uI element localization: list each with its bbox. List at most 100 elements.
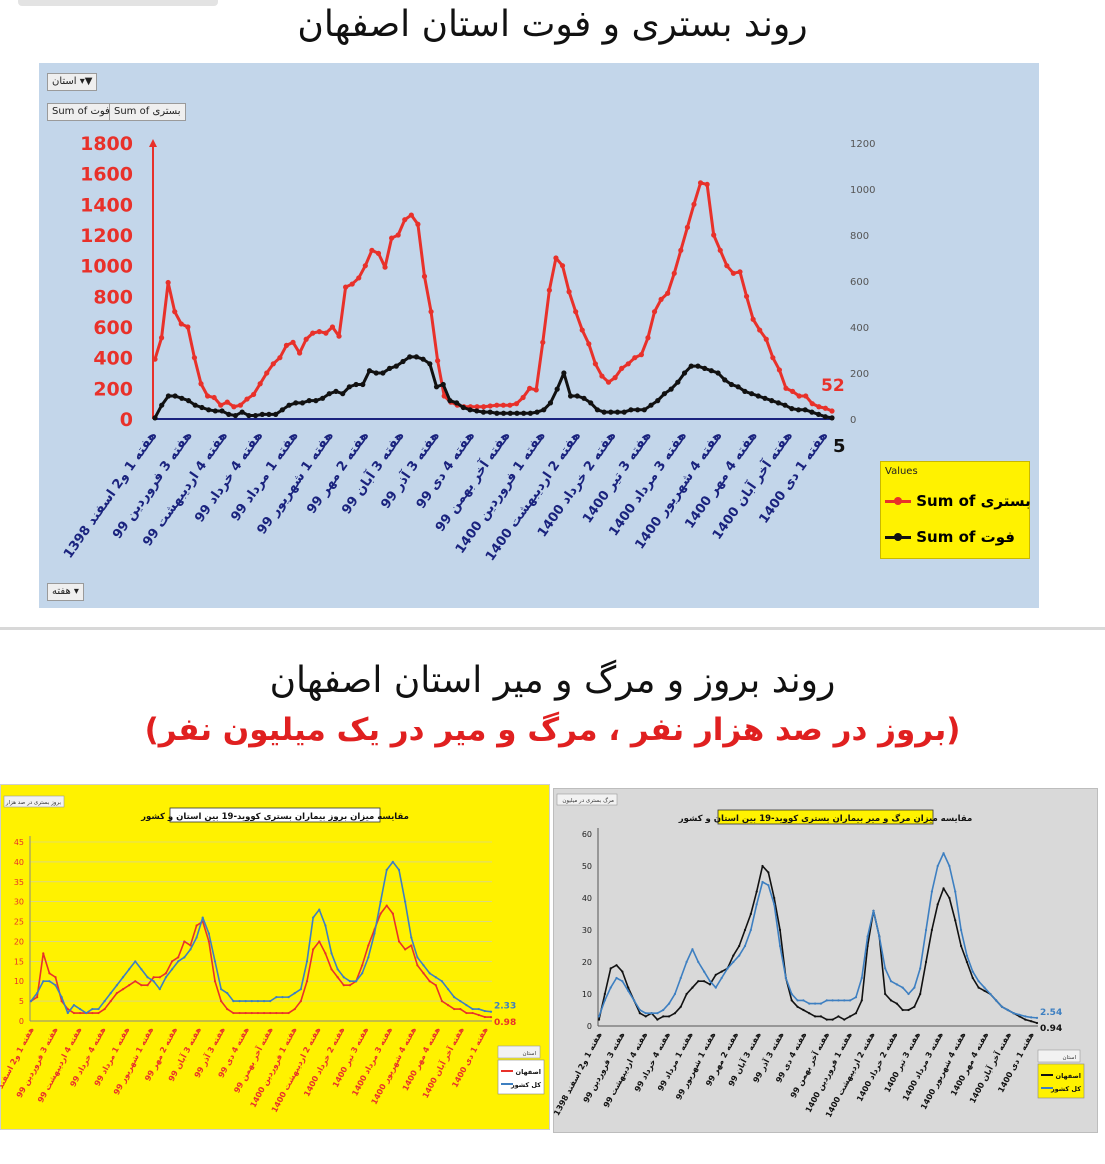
data-point-0: [172, 309, 178, 315]
data-point-1: [440, 980, 444, 983]
x-tick-label: هفته 4 شهریور 1400: [370, 1025, 419, 1106]
data-point-1: [715, 370, 721, 376]
data-point-0: [773, 896, 776, 900]
data-point-1: [675, 379, 681, 385]
data-point-1: [507, 410, 513, 416]
data-point-1: [299, 988, 302, 991]
data-point-1: [159, 402, 165, 408]
data-point-1: [391, 860, 394, 863]
data-point-0: [919, 992, 922, 996]
data-point-0: [901, 1008, 904, 1012]
data-point-1: [400, 358, 406, 365]
data-point-0: [822, 405, 829, 411]
data-point-0: [789, 388, 796, 394]
data-point-0: [316, 329, 322, 335]
right-axis-end-label: 5: [833, 436, 846, 457]
data-point-1: [422, 964, 425, 967]
data-point-0: [204, 393, 211, 399]
y-tick-label: 50: [582, 862, 592, 871]
data-point-0: [349, 281, 355, 287]
data-point-0: [177, 956, 180, 959]
data-point-0: [389, 235, 395, 241]
data-point-0: [385, 904, 388, 907]
data-point-1: [152, 415, 158, 421]
data-point-0: [977, 986, 980, 989]
data-point-0: [312, 948, 315, 951]
data-point-0: [191, 355, 198, 361]
data-point-1: [446, 988, 450, 991]
data-point-1: [954, 890, 957, 893]
data-point-0: [48, 972, 51, 975]
data-point-1: [989, 992, 992, 996]
data-point-0: [109, 1000, 112, 1003]
legend-box: [497, 1059, 545, 1095]
data-point-0: [802, 1008, 805, 1012]
data-point-1: [232, 1000, 235, 1003]
y-tick-label-left: 400: [93, 348, 133, 370]
series-end-label: 2.33: [494, 1002, 516, 1012]
data-point-1: [380, 370, 386, 376]
data-point-1: [650, 1012, 653, 1015]
data-point-1: [1024, 1015, 1027, 1018]
data-point-0: [422, 972, 425, 975]
field-button-bastari[interactable]: Sum of بستری: [109, 103, 186, 121]
data-point-1: [42, 980, 45, 983]
data-point-0: [435, 358, 441, 364]
data-point-0: [691, 201, 697, 207]
data-point-0: [954, 919, 957, 922]
data-point-1: [115, 984, 118, 987]
data-point-0: [185, 324, 191, 330]
data-point-1: [158, 988, 161, 991]
data-point-0: [930, 928, 933, 932]
data-point-0: [738, 944, 741, 948]
y-tick-label: 45: [14, 838, 24, 847]
section-divider: [0, 627, 1105, 630]
data-point-1: [459, 1000, 462, 1003]
data-point-0: [471, 1011, 474, 1015]
data-point-1: [681, 370, 688, 376]
data-point-1: [621, 980, 624, 983]
axis-field-button[interactable]: هفته ▾: [47, 583, 84, 601]
data-point-1: [379, 900, 382, 903]
data-point-1: [714, 986, 717, 989]
legend-title: Values: [885, 466, 918, 477]
data-point-1: [965, 954, 969, 957]
data-point-1: [748, 391, 755, 397]
data-point-0: [446, 1003, 450, 1007]
data-point-0: [615, 964, 618, 967]
data-point-1: [983, 986, 986, 989]
data-point-1: [762, 395, 768, 401]
data-point-0: [684, 224, 690, 230]
data-point-0: [477, 1013, 480, 1017]
data-point-1: [407, 354, 413, 360]
data-point-0: [566, 289, 572, 295]
data-point-0: [605, 379, 612, 385]
y-tick-label: 35: [14, 878, 24, 887]
data-point-1: [708, 368, 714, 374]
data-point-1: [134, 960, 137, 963]
data-point-1: [179, 395, 185, 401]
data-point-0: [220, 1000, 223, 1003]
filter-button[interactable]: استان ▾▼: [47, 73, 98, 91]
data-point-1: [769, 398, 775, 404]
data-point-0: [790, 999, 793, 1002]
series-end-label: 0.98: [494, 1018, 516, 1028]
data-point-1: [815, 411, 822, 417]
field-button-fot[interactable]: Sum of فوت: [47, 103, 115, 121]
data-point-1: [319, 395, 326, 401]
data-point-0: [665, 290, 671, 296]
data-point-0: [343, 284, 349, 290]
data-point-0: [323, 330, 329, 336]
data-point-1: [767, 884, 770, 887]
data-point-1: [29, 1000, 33, 1003]
data-point-1: [360, 381, 366, 388]
data-point-1: [387, 365, 393, 371]
data-point-0: [507, 402, 513, 408]
data-point-1: [849, 999, 852, 1002]
data-point-0: [158, 335, 165, 341]
data-point-1: [514, 410, 520, 416]
data-point-0: [803, 393, 809, 399]
data-point-1: [691, 948, 694, 951]
data-point-1: [48, 980, 51, 983]
data-point-0: [776, 367, 783, 373]
